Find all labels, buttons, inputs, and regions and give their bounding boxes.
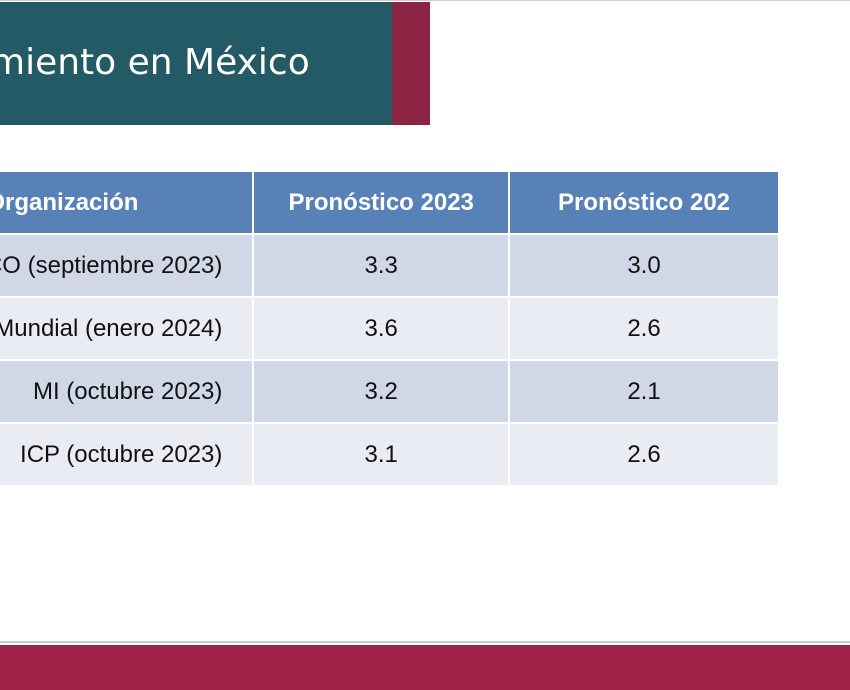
cell-organization: o Mundial (enero 2024) — [0, 297, 255, 361]
forecast-table: Organización Pronóstico 2023 Pronóstico … — [0, 172, 780, 487]
header-forecast-2023: Pronóstico 2023 — [253, 172, 511, 235]
cell-organization: ICP (octubre 2023) — [0, 423, 255, 487]
cell-forecast-2024: 2.6 — [509, 297, 780, 361]
top-border — [0, 0, 850, 1]
cell-organization: ICO (septiembre 2023) — [0, 234, 255, 298]
footer-bar — [0, 645, 850, 690]
footer-divider — [0, 641, 850, 643]
table-row: MI (octubre 2023) 3.2 2.1 — [0, 360, 780, 424]
table-row: o Mundial (enero 2024) 3.6 2.6 — [0, 297, 780, 361]
header-organization: Organización — [0, 172, 255, 235]
cell-forecast-2024: 2.6 — [509, 423, 780, 487]
table-row: ICP (octubre 2023) 3.1 2.6 — [0, 423, 780, 487]
table-row: ICO (septiembre 2023) 3.3 3.0 — [0, 234, 780, 298]
forecast-table-container: Organización Pronóstico 2023 Pronóstico … — [0, 172, 850, 490]
header-forecast-2024: Pronóstico 202 — [509, 172, 780, 235]
cell-forecast-2024: 3.0 — [509, 234, 780, 298]
table-header-row: Organización Pronóstico 2023 Pronóstico … — [0, 172, 780, 235]
cell-organization: MI (octubre 2023) — [0, 360, 255, 424]
cell-forecast-2023: 3.2 — [253, 360, 511, 424]
cell-forecast-2023: 3.6 — [253, 297, 511, 361]
title-accent-block — [392, 2, 430, 125]
cell-forecast-2023: 3.3 — [253, 234, 511, 298]
title-bar: miento en México — [0, 2, 392, 125]
cell-forecast-2023: 3.1 — [253, 423, 511, 487]
slide-title: miento en México — [0, 42, 310, 83]
cell-forecast-2024: 2.1 — [509, 360, 780, 424]
